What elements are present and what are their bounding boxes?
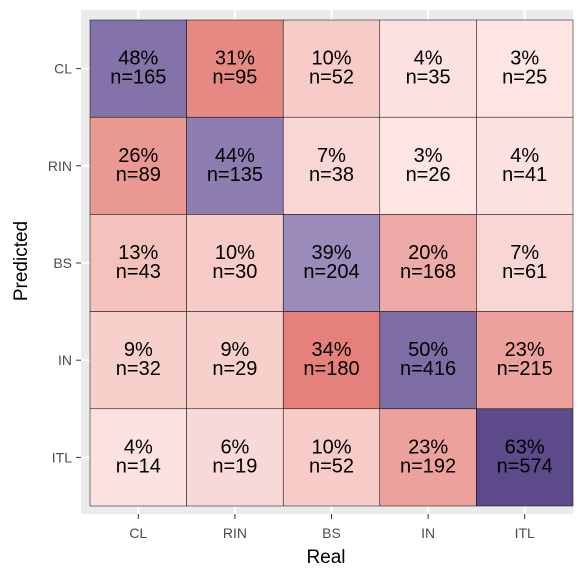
x-axis-title: Real bbox=[306, 547, 345, 568]
cell-percent-label: 4% bbox=[124, 436, 153, 458]
cell-percent-label: 4% bbox=[414, 48, 443, 70]
x-tick-label: BS bbox=[322, 525, 341, 541]
cell-percent-label: 44% bbox=[215, 145, 255, 167]
heatmap-cell bbox=[186, 408, 284, 507]
heatmap-cell bbox=[476, 214, 574, 312]
cell-count-label: n=135 bbox=[207, 164, 263, 186]
cell-count-label: n=30 bbox=[212, 261, 257, 283]
heatmap-cell bbox=[476, 311, 574, 410]
heatmap-cell bbox=[476, 408, 574, 507]
cell-percent-label: 9% bbox=[220, 339, 249, 361]
x-tick-label: CL bbox=[129, 525, 147, 541]
x-tick-label: ITL bbox=[515, 525, 535, 541]
y-tick-label: RIN bbox=[48, 158, 72, 174]
x-tick-label: IN bbox=[421, 525, 435, 541]
cell-percent-label: 48% bbox=[118, 48, 158, 70]
heatmap-cell bbox=[282, 311, 381, 410]
cell-count-label: n=52 bbox=[309, 67, 354, 89]
heatmap-cell bbox=[476, 19, 574, 118]
heatmap-cell bbox=[186, 116, 284, 215]
heatmap-cell bbox=[379, 19, 477, 118]
y-axis: CL RIN BS IN ITL bbox=[48, 61, 81, 465]
cell-count-label: n=41 bbox=[502, 164, 547, 186]
heatmap-cell bbox=[186, 311, 284, 410]
cell-percent-label: 7% bbox=[317, 145, 346, 167]
cell-percent-label: 10% bbox=[311, 436, 351, 458]
cell-count-label: n=416 bbox=[400, 358, 456, 380]
cell-percent-label: 10% bbox=[311, 48, 351, 70]
cell-percent-label: 9% bbox=[124, 339, 153, 361]
cell-count-label: n=192 bbox=[400, 455, 456, 477]
heatmap-cell bbox=[186, 19, 284, 118]
cell-percent-label: 7% bbox=[510, 242, 539, 264]
heatmap-cell bbox=[282, 19, 381, 118]
y-axis-title: Predicted bbox=[11, 221, 32, 301]
cell-percent-label: 13% bbox=[118, 242, 158, 264]
cell-count-label: n=14 bbox=[116, 455, 161, 477]
cell-count-label: n=26 bbox=[406, 164, 451, 186]
cell-count-label: n=25 bbox=[502, 67, 547, 89]
cell-labels: 48%n=16531%n=9510%n=524%n=353%n=2526%n=8… bbox=[110, 48, 553, 478]
cell-percent-label: 39% bbox=[311, 242, 351, 264]
heatmap-cell bbox=[186, 214, 284, 312]
x-tick-label: RIN bbox=[223, 525, 247, 541]
cell-percent-label: 10% bbox=[215, 242, 255, 264]
y-tick-label: IN bbox=[58, 352, 72, 368]
cell-count-label: n=180 bbox=[303, 358, 359, 380]
y-tick-label: BS bbox=[53, 255, 72, 271]
cell-percent-label: 3% bbox=[414, 145, 443, 167]
heatmap-cell bbox=[379, 214, 477, 312]
cell-percent-label: 26% bbox=[118, 145, 158, 167]
heatmap-cells bbox=[89, 19, 574, 507]
heatmap-cell bbox=[282, 408, 381, 507]
cell-count-label: n=35 bbox=[406, 67, 451, 89]
cell-percent-label: 31% bbox=[215, 48, 255, 70]
cell-count-label: n=19 bbox=[212, 455, 257, 477]
cell-percent-label: 20% bbox=[408, 242, 448, 264]
cell-count-label: n=574 bbox=[497, 455, 553, 477]
cell-count-label: n=168 bbox=[400, 261, 456, 283]
heatmap-cell bbox=[379, 408, 477, 507]
cell-count-label: n=204 bbox=[303, 261, 359, 283]
cell-count-label: n=61 bbox=[502, 261, 547, 283]
heatmap-cell bbox=[379, 116, 477, 215]
y-tick-label: CL bbox=[54, 61, 72, 77]
cell-count-label: n=29 bbox=[212, 358, 257, 380]
cell-percent-label: 23% bbox=[505, 339, 545, 361]
cell-count-label: n=95 bbox=[212, 67, 257, 89]
cell-count-label: n=43 bbox=[116, 261, 161, 283]
cell-count-label: n=52 bbox=[309, 455, 354, 477]
y-tick-label: ITL bbox=[52, 449, 72, 465]
heatmap-cell bbox=[89, 214, 187, 312]
heatmap-cell bbox=[282, 214, 381, 312]
heatmap-cell bbox=[89, 19, 187, 118]
heatmap-cell bbox=[476, 116, 574, 215]
cell-percent-label: 23% bbox=[408, 436, 448, 458]
cell-percent-label: 34% bbox=[311, 339, 351, 361]
cell-percent-label: 3% bbox=[510, 48, 539, 70]
cell-percent-label: 4% bbox=[510, 145, 539, 167]
cell-count-label: n=32 bbox=[116, 358, 161, 380]
cell-count-label: n=165 bbox=[110, 67, 166, 89]
heatmap-cell bbox=[379, 311, 477, 410]
cell-percent-label: 6% bbox=[220, 436, 249, 458]
cell-percent-label: 63% bbox=[505, 436, 545, 458]
cell-count-label: n=38 bbox=[309, 164, 354, 186]
cell-percent-label: 50% bbox=[408, 339, 448, 361]
cell-count-label: n=215 bbox=[497, 358, 553, 380]
heatmap-cell bbox=[89, 311, 187, 410]
x-axis: CL RIN BS IN ITL bbox=[129, 514, 535, 541]
cell-count-label: n=89 bbox=[116, 164, 161, 186]
